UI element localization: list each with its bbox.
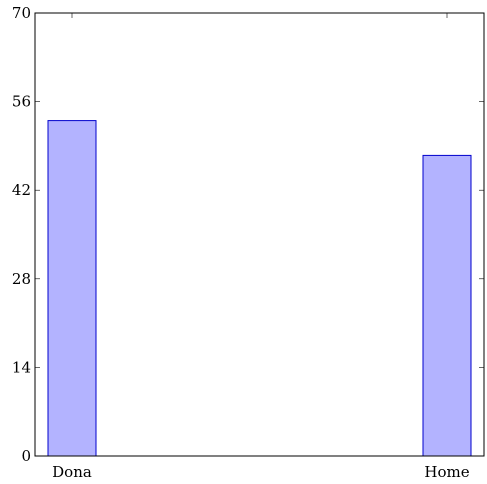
y-tick-label: 28 <box>12 270 31 288</box>
tick-marks <box>35 12 484 457</box>
bars <box>47 120 472 457</box>
y-tick-label: 0 <box>21 447 31 465</box>
y-tick-label: 14 <box>12 358 31 376</box>
bar-home <box>422 154 472 457</box>
x-tick-labels: Dona Home <box>52 463 470 481</box>
plot-frame <box>34 12 485 457</box>
y-tick-label: 70 <box>12 4 31 22</box>
x-category-label: Dona <box>52 463 92 481</box>
y-tick-labels: 0 14 28 42 56 70 <box>12 4 31 465</box>
y-tick-label: 42 <box>12 181 31 199</box>
bar-dona <box>47 120 97 457</box>
y-tick-label: 56 <box>12 93 31 111</box>
x-category-label: Home <box>424 463 469 481</box>
